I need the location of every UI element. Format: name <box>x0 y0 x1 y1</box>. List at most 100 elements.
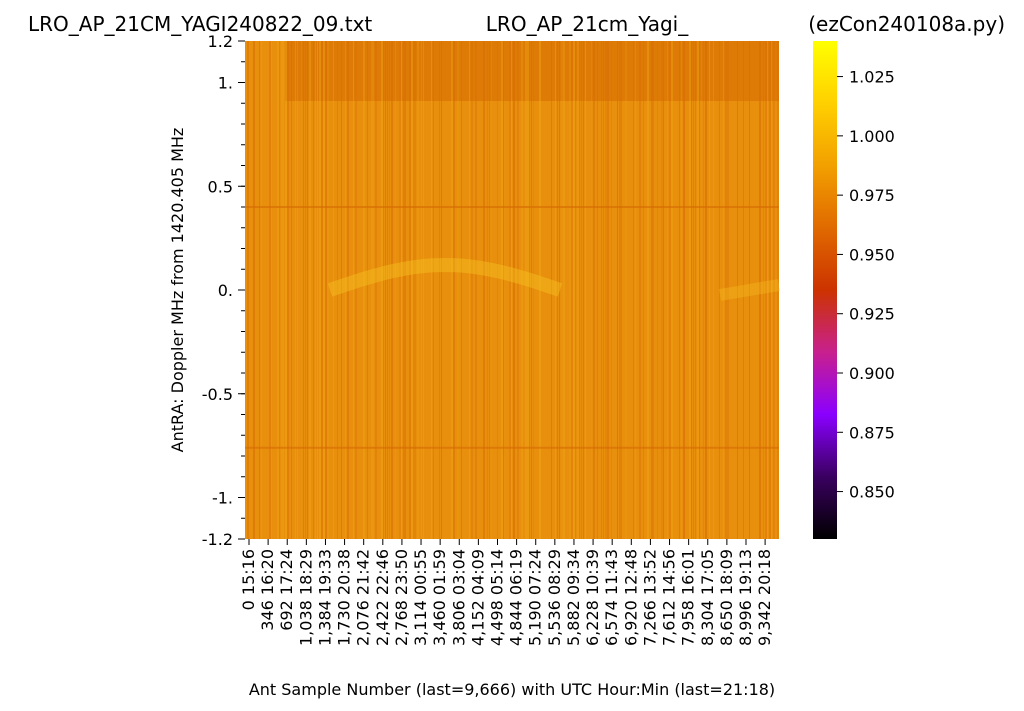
heatmap-streak <box>385 41 386 539</box>
x-tick-label: 692 17:24 <box>277 549 296 631</box>
heatmap-streak <box>573 41 575 539</box>
y-tick-label: -0.5 <box>202 385 233 404</box>
heatmap-streak <box>657 41 658 539</box>
heatmap-streak <box>297 41 298 539</box>
x-tick-label: 6,920 12:48 <box>621 549 640 646</box>
heatmap-streak <box>605 41 607 539</box>
heatmap-streak <box>693 41 694 539</box>
x-tick-label: 7,958 16:01 <box>679 549 698 646</box>
x-tick-label: 1,038 18:29 <box>296 549 315 646</box>
heatmap-streak <box>719 41 720 539</box>
heatmap-streak <box>635 41 636 539</box>
heatmap-streak <box>651 41 653 539</box>
heatmap-streak <box>403 41 405 539</box>
heatmap-streak <box>697 41 699 539</box>
x-tick-label: 1,730 20:38 <box>335 549 354 646</box>
heatmap-streak <box>625 41 627 539</box>
x-tick-label: 8,996 19:13 <box>736 549 755 646</box>
heatmap-streak <box>773 41 775 539</box>
x-tick-label: 7,266 13:52 <box>640 549 659 646</box>
heatmap-background <box>245 41 779 539</box>
x-tick-label: 5,190 07:24 <box>526 549 545 646</box>
heatmap-streak <box>653 41 654 539</box>
heatmap-streak <box>701 41 702 539</box>
heatmap-streak <box>363 41 365 539</box>
heatmap-streak <box>423 41 424 539</box>
heatmap-streak <box>301 41 302 539</box>
heatmap-streak <box>389 41 390 539</box>
heatmap-streak <box>591 41 592 539</box>
x-tick-label: 1,384 19:33 <box>315 549 334 646</box>
heatmap-streak <box>285 41 287 539</box>
heatmap-streak <box>487 41 488 539</box>
heatmap-streak <box>551 41 552 539</box>
heatmap-streak <box>415 41 416 539</box>
x-axis-label: Ant Sample Number (last=9,666) with UTC … <box>249 680 775 699</box>
colorbar-tick-label: 0.850 <box>849 483 895 502</box>
y-tick-label: 1. <box>218 74 233 93</box>
title-left: LRO_AP_21CM_YAGI240822_09.txt <box>28 12 372 36</box>
heatmap-streak <box>295 41 296 539</box>
heatmap-streak <box>401 41 402 539</box>
heatmap-streak <box>431 41 432 539</box>
heatmap-streak <box>639 41 641 539</box>
heatmap-streak <box>691 41 692 539</box>
heatmap-streak <box>517 41 519 539</box>
heatmap-streak <box>579 41 580 539</box>
colorbar: 0.850 0.875 0.900 0.925 0.950 0.975 1.000 1.025 <box>813 41 895 539</box>
heatmap-streak <box>607 41 609 539</box>
heatmap-streak <box>411 41 413 539</box>
heatmap-streak <box>451 41 453 539</box>
heatmap-streak <box>601 41 602 539</box>
heatmap-streak <box>681 41 682 539</box>
x-axis: 0 15:16 346 16:20 692 17:24 1,038 18:29 1,38… <box>239 539 774 646</box>
heatmap-streak <box>313 41 314 539</box>
x-tick-label: 6,228 10:39 <box>583 549 602 646</box>
heatmap-streak <box>521 41 523 539</box>
heatmap-streak <box>347 41 349 539</box>
heatmap-streak <box>341 41 342 539</box>
heatmap-streak <box>689 41 691 539</box>
heatmap-streak <box>713 41 714 539</box>
heatmap-streak <box>759 41 761 539</box>
colorbar-gradient <box>813 41 837 539</box>
heatmap-streak <box>621 41 622 539</box>
heatmap-streak <box>617 41 618 539</box>
heatmap-streak <box>571 41 573 539</box>
heatmap-streak <box>533 41 534 539</box>
x-tick-label: 0 15:16 <box>239 549 258 610</box>
heatmap-streak <box>321 41 323 539</box>
heatmap-streak <box>581 41 582 539</box>
heatmap-streak <box>709 41 710 539</box>
heatmap-streak <box>315 41 316 539</box>
heatmap-streak <box>283 41 284 539</box>
heatmap-streak <box>453 41 455 539</box>
heatmap-streak <box>309 41 311 539</box>
heatmap-streak <box>575 41 576 539</box>
heatmap-streak <box>337 41 338 539</box>
x-tick-label: 3,114 00:55 <box>411 549 430 646</box>
heatmap-streak <box>763 41 764 539</box>
colorbar-tick-label: 0.875 <box>849 423 895 442</box>
x-tick-label: 346 16:20 <box>258 549 277 631</box>
heatmap-arc-right <box>718 279 781 301</box>
heatmap-streak <box>743 41 744 539</box>
heatmap-streaks <box>247 41 779 539</box>
heatmap-streak <box>371 41 373 539</box>
y-tick-label: 0. <box>218 281 233 300</box>
heatmap-streak <box>405 41 406 539</box>
heatmap-streak <box>461 41 462 539</box>
heatmap-streak <box>769 41 771 539</box>
heatmap-streak <box>777 41 779 539</box>
heatmap-streak <box>391 41 393 539</box>
x-tick-label: 5,882 09:34 <box>564 549 583 646</box>
heatmap-streak <box>475 41 477 539</box>
x-tick-label: 7,612 14:56 <box>660 549 679 646</box>
title-right: (ezCon240108a.py) <box>808 12 1005 36</box>
heatmap-streak <box>765 41 767 539</box>
y-axis-label: AntRA: Doppler MHz from 1420.405 MHz <box>168 128 187 453</box>
heatmap-streak <box>373 41 374 539</box>
heatmap-streak <box>513 41 515 539</box>
heatmap-streak <box>305 41 306 539</box>
heatmap-streak <box>287 41 289 539</box>
